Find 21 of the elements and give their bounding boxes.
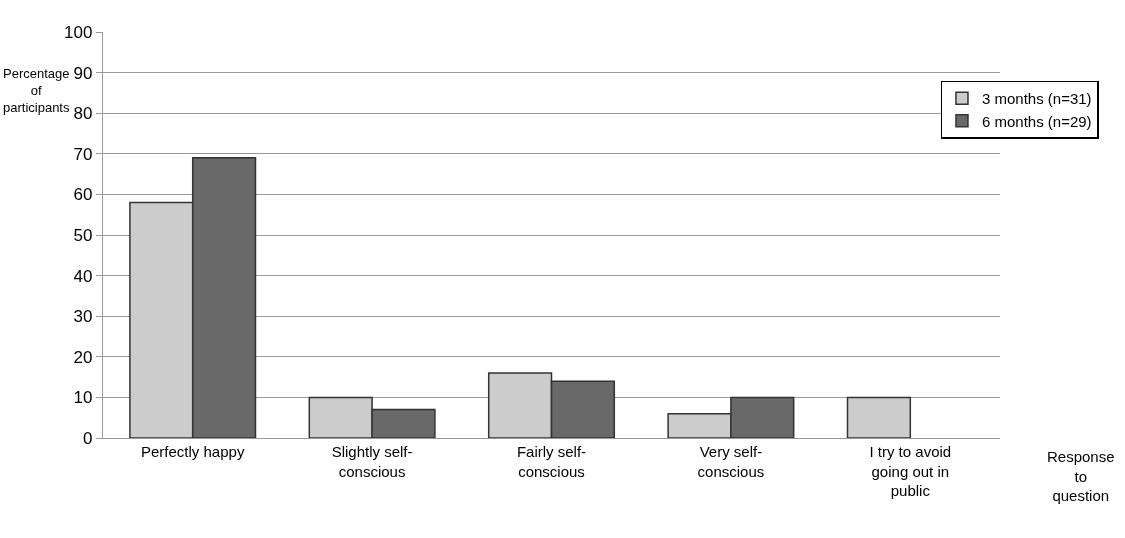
y-tick-label: 20 (73, 347, 93, 367)
x-tick-label: Perfectly happy (141, 443, 245, 461)
y-tick-label: 0 (82, 428, 93, 448)
y-tick-label: 100 (64, 22, 93, 42)
x-tick-label: Slightly self-conscious (331, 443, 413, 480)
y-tick-label: 60 (73, 185, 93, 205)
y-tick-label: 80 (73, 104, 93, 124)
y-tick-label: 40 (73, 266, 93, 286)
bar (846, 396, 912, 438)
x-tick-label: I try to avoid going out in public (869, 443, 952, 500)
legend-label: 3 months (n=31) (981, 90, 1092, 108)
y-tick-label: 30 (73, 307, 93, 327)
x-axis-title: Response to question (1047, 448, 1115, 504)
x-tick-label: Very self-conscious (697, 443, 765, 480)
y-tick-label: 50 (73, 225, 93, 245)
y-axis-title: Percentage of participants (3, 66, 70, 115)
y-tick-label: 10 (73, 388, 93, 408)
y-tick-label: 90 (73, 63, 93, 83)
x-tick-label: Fairly self-conscious (516, 443, 587, 480)
y-tick-label: 70 (73, 144, 93, 164)
legend-label: 6 months (n=29) (981, 112, 1092, 130)
